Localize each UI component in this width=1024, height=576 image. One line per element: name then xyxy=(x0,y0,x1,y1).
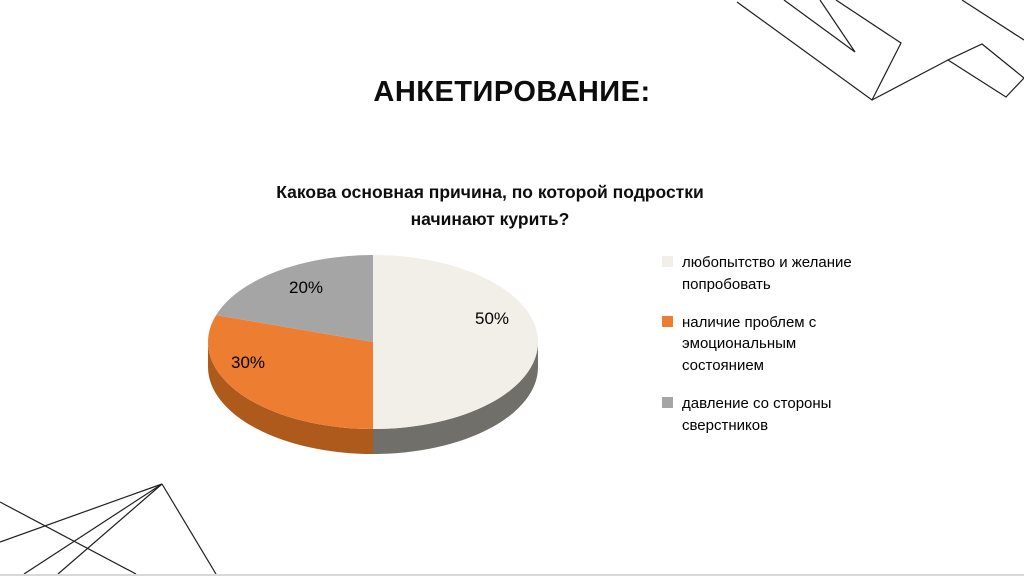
pie-slice-curiosity xyxy=(373,255,538,429)
deco-line xyxy=(946,43,1024,98)
chart-legend: любопытство и желание попробовать наличи… xyxy=(662,252,860,436)
deco-line xyxy=(0,483,163,574)
legend-item-curiosity: любопытство и желание попробовать xyxy=(662,252,860,296)
deco-line xyxy=(161,483,217,574)
data-label-curiosity: 50% xyxy=(475,309,510,328)
legend-label-peer-pressure: давление со стороны сверстников xyxy=(682,394,832,434)
chart-title-line2: начинают курить? xyxy=(410,209,570,230)
pie-slice-peer-pressure xyxy=(216,255,373,342)
data-label-emotional: 30% xyxy=(231,353,266,372)
chart-title-line1: Какова основная причина, по которой подр… xyxy=(276,182,704,202)
slide-bottom-edge xyxy=(0,574,1024,576)
slide-title: АНКЕТИРОВАНИЕ: xyxy=(373,76,651,108)
legend-label-curiosity: любопытство и желание попробовать xyxy=(682,254,852,293)
pie-slice-emotional xyxy=(208,315,373,429)
deco-line xyxy=(0,501,137,574)
pie-side-emotional xyxy=(208,342,373,454)
deco-line xyxy=(961,0,1024,41)
deco-line xyxy=(871,59,949,101)
legend-swatch-curiosity xyxy=(662,256,673,267)
deco-line xyxy=(783,0,856,53)
decorative-lines-bottom-left xyxy=(0,483,217,574)
pie-side-curiosity xyxy=(373,342,538,454)
legend-item-peer-pressure: давление со стороны сверстников xyxy=(662,393,860,437)
legend-label-emotional: наличие проблем с эмоциональным состояни… xyxy=(682,313,817,375)
pie-chart-canvas xyxy=(208,255,538,454)
legend-item-emotional: наличие проблем с эмоциональным состояни… xyxy=(662,312,860,377)
decorative-lines-top-right xyxy=(736,0,1024,101)
deco-line xyxy=(736,0,902,101)
data-label-peer-pressure: 20% xyxy=(289,278,324,297)
legend-swatch-peer-pressure xyxy=(662,396,673,408)
pie-chart: 50% 30% 20% xyxy=(203,252,543,464)
legend-swatch-emotional xyxy=(662,315,673,327)
deco-line xyxy=(23,483,163,574)
chart-title: Какова основная причина, по которой подр… xyxy=(150,179,830,233)
